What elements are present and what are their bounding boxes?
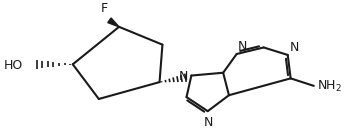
Polygon shape xyxy=(108,18,119,27)
Text: N: N xyxy=(179,70,189,83)
Text: NH$_2$: NH$_2$ xyxy=(317,79,342,94)
Text: HO: HO xyxy=(3,59,22,72)
Text: N: N xyxy=(290,41,299,54)
Text: N: N xyxy=(204,116,213,129)
Text: F: F xyxy=(101,2,108,15)
Text: N: N xyxy=(238,40,247,53)
